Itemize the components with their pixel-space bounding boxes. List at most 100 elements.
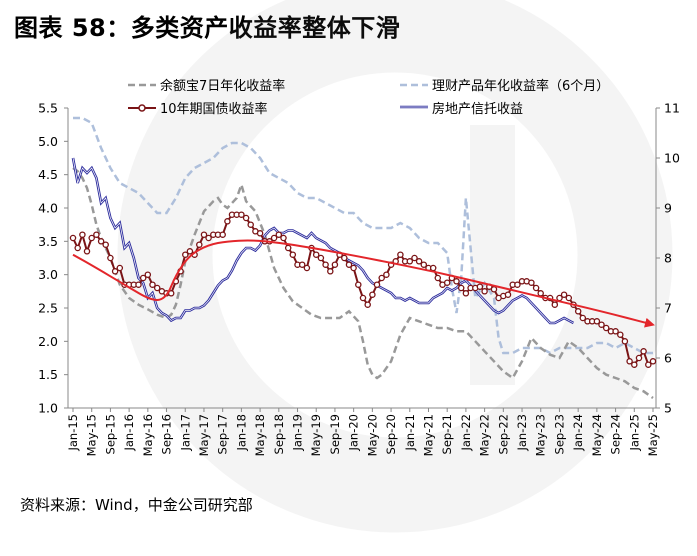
legend: 余额宝7日年化收益率 理财产品年化收益率（6个月） 10年期国债收益率 房地产信…	[128, 78, 609, 117]
point-bond	[359, 294, 367, 302]
x-tick-label: Sep-23	[552, 414, 566, 454]
left-tick-label: 2.5	[38, 301, 58, 316]
point-bond	[537, 290, 544, 297]
x-tick-label: May-23	[534, 414, 548, 456]
point-bond	[649, 358, 657, 365]
point-bond	[280, 234, 287, 242]
series-trend	[72, 239, 655, 328]
legend-item-trust: 房地产信托收益	[400, 101, 523, 117]
x-tick-label: Sep-17	[216, 414, 230, 454]
x-tick-label: Sep-21	[440, 414, 454, 454]
line-licai	[73, 116, 653, 355]
x-tick-label: May-21	[421, 414, 435, 456]
point-bond	[331, 261, 339, 268]
point-bond	[144, 271, 152, 278]
x-tick-label: May-16	[141, 414, 155, 456]
series-licai	[73, 116, 653, 355]
point-bond	[476, 283, 484, 290]
point-bond	[350, 264, 357, 272]
right-tick-label: 6	[664, 351, 672, 366]
point-bond	[411, 254, 418, 262]
point-bond	[355, 281, 362, 288]
left-tick-label: 5.0	[38, 134, 58, 149]
x-tick-label: Sep-15	[103, 414, 117, 454]
series-bond	[69, 211, 657, 368]
point-bond	[270, 234, 278, 242]
point-bond	[532, 284, 540, 292]
point-bond	[74, 244, 81, 252]
right-tick-label: 11	[664, 101, 680, 116]
right-tick-label: 5	[664, 401, 672, 416]
point-bond	[107, 254, 114, 262]
legend-label-trust: 房地产信托收益	[432, 101, 523, 117]
point-bond	[196, 241, 203, 248]
point-bond	[219, 231, 226, 238]
chart-title: 图表 58：多类资产收益率整体下滑	[14, 14, 401, 42]
x-tick-label: Jan-25	[627, 414, 641, 452]
point-bond	[420, 261, 428, 268]
series-yuebao	[72, 166, 654, 400]
legend-label-yuebao: 余额宝7日年化收益率	[160, 78, 285, 94]
point-bond	[256, 230, 264, 237]
point-bond	[317, 254, 325, 262]
point-bond	[88, 234, 95, 242]
left-tick-label: 4.0	[38, 201, 58, 216]
source-note: 资料来源：Wind，中金公司研究部	[20, 496, 253, 514]
point-bond	[135, 281, 142, 288]
point-bond	[453, 278, 460, 285]
right-tick-label: 7	[664, 301, 672, 316]
point-bond	[200, 231, 208, 238]
x-tick-label: May-18	[253, 414, 267, 456]
point-bond	[93, 231, 100, 238]
right-tick-label: 9	[664, 201, 672, 216]
x-tick-label: Sep-22	[496, 414, 510, 454]
legend-item-bond: 10年期国债收益率	[128, 101, 268, 117]
x-tick-label: Jan-21	[403, 414, 417, 452]
x-tick-label: May-17	[197, 414, 211, 456]
legend-label-bond: 10年期国债收益率	[160, 101, 268, 117]
point-bond	[490, 286, 498, 293]
line-yuebao	[72, 166, 654, 400]
x-tick-label: Jan-15	[66, 414, 80, 452]
x-tick-label: May-24	[590, 414, 604, 456]
point-bond	[397, 251, 404, 258]
left-tick-label: 2.0	[38, 334, 58, 349]
point-bond	[514, 281, 521, 288]
point-bond	[612, 328, 619, 335]
x-tick-label: Jan-23	[515, 414, 529, 452]
x-tick-label: Sep-24	[609, 414, 623, 454]
legend-item-licai: 理财产品年化收益率（6个月）	[400, 78, 609, 94]
point-bond	[528, 279, 535, 286]
x-tick-label: Jan-24	[571, 414, 585, 452]
series-layer	[69, 116, 657, 400]
right-tick-label: 10	[664, 151, 680, 166]
point-bond	[111, 268, 119, 275]
point-bond	[462, 290, 470, 297]
point-bond	[640, 348, 647, 355]
trend-line-arrow	[72, 239, 655, 328]
point-bond	[631, 361, 638, 368]
point-bond	[289, 251, 297, 258]
point-bond	[284, 244, 292, 252]
point-bond	[429, 264, 437, 272]
left-tick-label: 5.5	[38, 101, 58, 116]
point-bond	[97, 238, 105, 245]
line-trust-inner	[72, 157, 574, 324]
point-bond	[457, 284, 465, 292]
x-axis-ticks: Jan-15 May-15 Sep-15 Jan-16 May-16 Sep-16 Jan-…	[66, 408, 660, 456]
point-bond	[345, 261, 353, 268]
x-tick-label: Jan-17	[178, 414, 192, 452]
legend-marker-bond	[138, 104, 146, 112]
x-tick-label: Sep-16	[160, 414, 174, 454]
right-tick-label: 8	[664, 251, 672, 266]
x-tick-label: May-22	[478, 414, 492, 456]
left-axis-ticks: 1.0 1.5 2.0 2.5 3.0 3.5 4.0 4.5 5.0 5.5	[38, 101, 68, 416]
point-bond	[69, 234, 77, 242]
left-tick-label: 4.5	[38, 167, 58, 182]
left-tick-label: 1.5	[38, 367, 58, 382]
point-bond	[275, 231, 283, 238]
x-tick-label: May-25	[646, 414, 660, 456]
point-bond	[327, 268, 334, 275]
left-tick-label: 3.5	[38, 234, 58, 249]
